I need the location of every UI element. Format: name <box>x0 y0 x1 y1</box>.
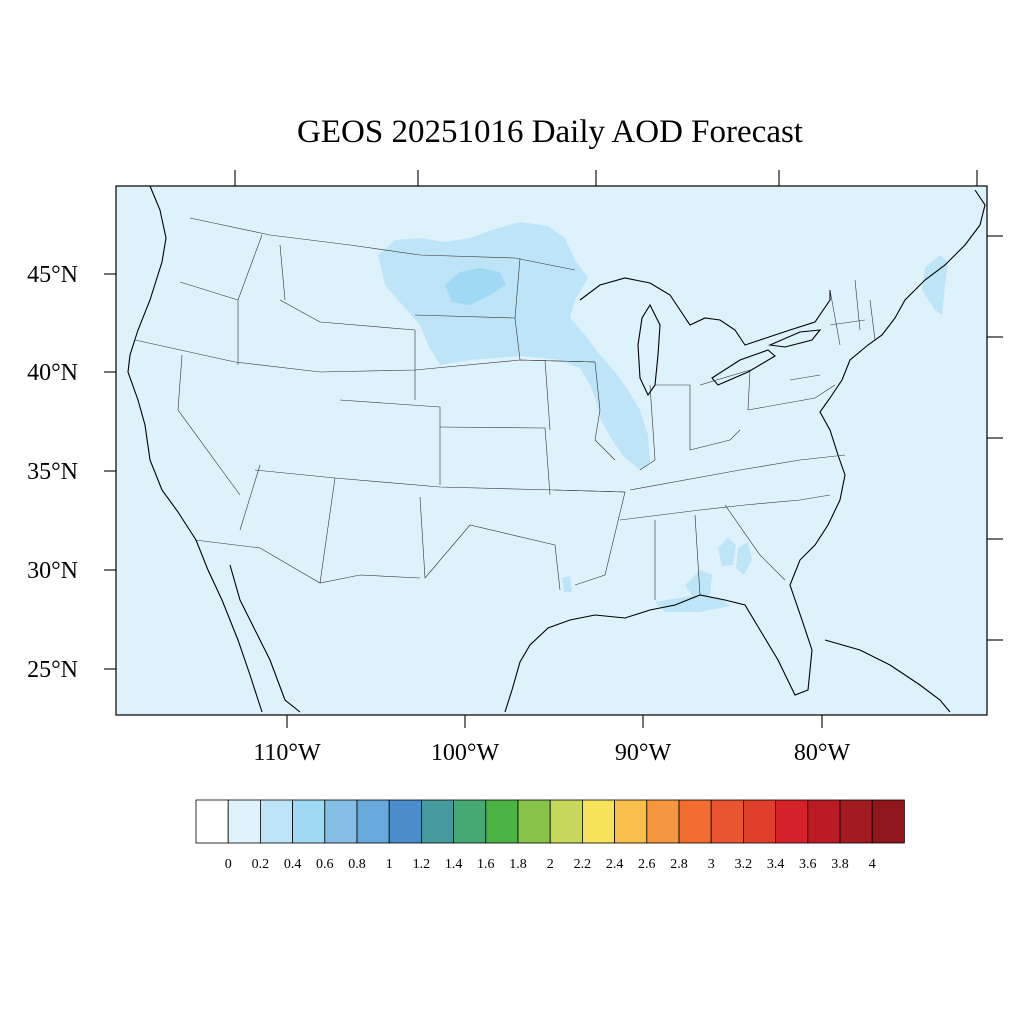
colorbar-swatch <box>259 799 293 844</box>
lake-erie <box>711 349 776 386</box>
colorbar-label: 0.6 <box>316 857 334 872</box>
latitude-labels: 45°N 40°N 35°N 30°N 25°N <box>27 262 78 683</box>
colorbar-label: 3.2 <box>735 857 753 872</box>
colorbar: 0 0.2 0.4 0.6 0.8 1 1.2 1.4 1.6 1.8 2 2.2 2.4 2.6 2.8 3… <box>195 799 905 872</box>
aod-plume-louisiana <box>562 576 572 592</box>
lon-label: 90°W <box>615 740 672 766</box>
lat-label: 45°N <box>27 262 78 288</box>
aod-plume-georgia-east <box>736 542 752 575</box>
colorbar-label: 3.6 <box>799 857 817 872</box>
longitude-labels: 110°W 100°W 90°W 80°W <box>253 740 850 766</box>
colorbar-label: 0.8 <box>348 857 366 872</box>
colorbar-label: 2.4 <box>606 857 624 872</box>
colorbar-label: 1.4 <box>445 857 463 872</box>
lat-label: 25°N <box>27 657 78 683</box>
colorbar-swatch <box>582 799 616 844</box>
lat-label: 40°N <box>27 360 78 386</box>
colorbar-label: 0.2 <box>252 857 270 872</box>
colorbar-label: 1.6 <box>477 857 495 872</box>
baja-gulf-coast <box>229 564 301 713</box>
state-boundaries <box>134 217 876 600</box>
coastlines <box>127 185 986 713</box>
us-canada-border <box>189 217 576 271</box>
cuba <box>824 639 951 713</box>
colorbar-swatch <box>195 799 229 844</box>
colorbar-label: 1.2 <box>413 857 431 872</box>
aod-plume-gulf <box>655 596 730 612</box>
colorbar-label: 0.4 <box>284 857 302 872</box>
aod-plume-southeast <box>685 570 712 600</box>
colorbar-swatch <box>453 799 487 844</box>
map-ticks <box>104 170 1003 728</box>
gulf-coast <box>504 189 986 713</box>
colorbar-label: 1.8 <box>509 857 527 872</box>
colorbar-swatch <box>807 799 841 844</box>
lake-michigan <box>637 303 661 397</box>
colorbar-swatch <box>614 799 648 844</box>
colorbar-label: 4 <box>869 857 876 872</box>
colorbar-label: 2 <box>547 857 554 872</box>
colorbar-label: 3 <box>708 857 715 872</box>
lat-label: 30°N <box>27 558 78 584</box>
colorbar-swatch <box>227 799 261 844</box>
aod-plume-northeast <box>922 255 948 315</box>
colorbar-swatch <box>324 799 358 844</box>
colorbar-label: 3.8 <box>831 857 849 872</box>
aod-plume-georgia <box>718 538 736 566</box>
great-lakes-shoreline <box>579 277 831 346</box>
map-title: GEOS 20251016 Daily AOD Forecast <box>297 114 803 150</box>
lon-label: 100°W <box>431 740 500 766</box>
colorbar-swatch <box>485 799 519 844</box>
lon-label: 80°W <box>794 740 851 766</box>
aod-plume-core <box>445 268 506 305</box>
colorbar-label: 0 <box>225 857 232 872</box>
colorbar-swatch <box>356 799 390 844</box>
colorbar-swatch <box>517 799 551 844</box>
aod-plumes <box>378 222 948 612</box>
colorbar-swatch <box>775 799 809 844</box>
lake-ontario <box>767 329 822 348</box>
colorbar-swatch <box>678 799 712 844</box>
map-frame <box>115 185 988 716</box>
west-coast <box>127 185 263 713</box>
colorbar-swatch <box>549 799 583 844</box>
map-panel: 45°N 40°N 35°N 30°N 25°N 110°W 100°W 90°… <box>27 170 1003 766</box>
colorbar-swatch <box>743 799 777 844</box>
colorbar-label: 1 <box>386 857 393 872</box>
lon-label: 110°W <box>253 740 321 766</box>
aod-plume-northern-plains <box>378 222 650 470</box>
colorbar-swatch <box>839 799 873 844</box>
colorbar-swatch <box>388 799 422 844</box>
lat-label: 35°N <box>27 459 78 485</box>
colorbar-label: 2.8 <box>670 857 688 872</box>
colorbar-swatch <box>871 799 905 844</box>
colorbar-label: 3.4 <box>767 857 785 872</box>
colorbar-swatch <box>292 799 326 844</box>
colorbar-label: 2.6 <box>638 857 656 872</box>
colorbar-swatch <box>646 799 680 844</box>
colorbar-swatch <box>710 799 744 844</box>
colorbar-swatch <box>420 799 454 844</box>
colorbar-label: 2.2 <box>574 857 592 872</box>
